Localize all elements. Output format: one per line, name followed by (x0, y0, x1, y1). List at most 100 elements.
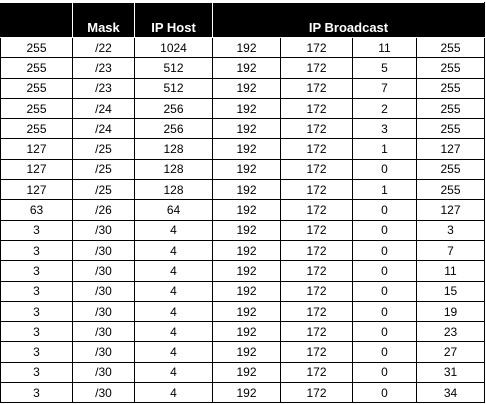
cell-mask: /24 (72, 118, 135, 140)
cell-octet-3: 0 (352, 382, 417, 404)
cell-octet-1: 192 (212, 36, 281, 59)
cell-octet-4: 255 (416, 77, 485, 99)
cell-octet-1: 192 (212, 239, 281, 262)
cell-octet-2: 172 (280, 118, 353, 140)
table-row: 3/30 4 192 172 0 23 (0, 321, 485, 343)
cell-value: 255 (0, 36, 73, 59)
cell-mask: /23 (72, 57, 135, 79)
table-row: 255/23 512 192 172 5 255 (0, 57, 485, 79)
cell-octet-1: 192 (212, 77, 281, 99)
cell-ip-host: 128 (134, 158, 213, 181)
cell-mask: /25 (72, 179, 135, 201)
table-row: 3/30 4 192 172 0 34 (0, 382, 485, 404)
table-row: 3/30 4 192 172 0 19 (0, 300, 485, 323)
table-body: 255/22 1024 192 172 11 255 255/23 512 192 172 5 255… (0, 36, 485, 404)
table-row: 3/30 4 192 172 0 27 (0, 341, 485, 363)
cell-octet-3: 3 (352, 118, 417, 140)
cell-ip-host: 4 (134, 382, 213, 404)
cell-ip-host: 512 (134, 57, 213, 79)
cell-octet-2: 172 (280, 361, 353, 384)
table-row: 3/30 4 192 172 0 11 (0, 260, 485, 282)
cell-value: 3 (0, 219, 73, 241)
cell-octet-2: 172 (280, 300, 353, 323)
cell-octet-4: 255 (416, 36, 485, 59)
cell-value: 3 (0, 260, 73, 282)
cell-value: 127 (0, 138, 73, 160)
cell-octet-3: 1 (352, 179, 417, 201)
cell-octet-2: 172 (280, 382, 353, 404)
cell-octet-1: 192 (212, 219, 281, 241)
cell-ip-host: 4 (134, 341, 213, 363)
cell-octet-1: 192 (212, 97, 281, 120)
cell-mask: /30 (72, 300, 135, 323)
cell-octet-2: 172 (280, 321, 353, 343)
table-row: 127/25 128 192 172 1 255 (0, 179, 485, 201)
cell-octet-4: 15 (416, 280, 485, 302)
cell-octet-3: 1 (352, 138, 417, 160)
cell-value: 127 (0, 158, 73, 181)
table-row: 255/23 512 192 172 7 255 (0, 77, 485, 99)
cell-octet-2: 172 (280, 179, 353, 201)
cell-octet-4: 23 (416, 321, 485, 343)
cell-value: 3 (0, 280, 73, 302)
cell-octet-2: 172 (280, 138, 353, 160)
cell-mask: /30 (72, 341, 135, 363)
cell-octet-2: 172 (280, 219, 353, 241)
cell-octet-1: 192 (212, 138, 281, 160)
cell-value: 63 (0, 199, 73, 221)
cell-octet-3: 0 (352, 199, 417, 221)
cell-octet-4: 11 (416, 260, 485, 282)
cell-octet-3: 0 (352, 321, 417, 343)
cell-octet-4: 31 (416, 361, 485, 384)
cell-mask: /25 (72, 158, 135, 181)
cell-octet-4: 255 (416, 158, 485, 181)
table-row: 255/24 256 192 172 2 255 (0, 97, 485, 120)
header-row: Mask IP Host IP Broadcast (0, 2, 485, 38)
cell-value: 255 (0, 97, 73, 120)
cell-ip-host: 128 (134, 179, 213, 201)
cell-octet-1: 192 (212, 382, 281, 404)
cell-octet-2: 172 (280, 77, 353, 99)
cell-octet-4: 27 (416, 341, 485, 363)
cell-octet-4: 34 (416, 382, 485, 404)
cell-octet-2: 172 (280, 158, 353, 181)
cell-octet-2: 172 (280, 199, 353, 221)
cell-octet-1: 192 (212, 158, 281, 181)
cell-ip-host: 4 (134, 260, 213, 282)
cell-octet-2: 172 (280, 239, 353, 262)
cell-value: 3 (0, 300, 73, 323)
table-row: 3/30 4 192 172 0 3 (0, 219, 485, 241)
cell-octet-3: 0 (352, 239, 417, 262)
cell-octet-3: 7 (352, 77, 417, 99)
cell-ip-host: 256 (134, 97, 213, 120)
cell-octet-4: 7 (416, 239, 485, 262)
table-row: 3/30 4 192 172 0 31 (0, 361, 485, 384)
cell-octet-2: 172 (280, 260, 353, 282)
cell-ip-host: 256 (134, 118, 213, 140)
cell-mask: /30 (72, 321, 135, 343)
cell-value: 127 (0, 179, 73, 201)
cell-mask: /23 (72, 77, 135, 99)
cell-octet-3: 11 (352, 36, 417, 59)
cell-octet-1: 192 (212, 361, 281, 384)
header-ip-broadcast: IP Broadcast (212, 2, 485, 38)
cell-octet-3: 0 (352, 361, 417, 384)
cell-ip-host: 4 (134, 321, 213, 343)
cell-ip-host: 4 (134, 239, 213, 262)
table-row: 127/25 128 192 172 1 127 (0, 138, 485, 160)
cell-mask: /22 (72, 36, 135, 59)
cell-octet-3: 0 (352, 300, 417, 323)
cell-octet-1: 192 (212, 118, 281, 140)
cell-value: 3 (0, 341, 73, 363)
table-row: 3/30 4 192 172 0 7 (0, 239, 485, 262)
cell-octet-1: 192 (212, 199, 281, 221)
cell-octet-2: 172 (280, 280, 353, 302)
cell-octet-3: 0 (352, 341, 417, 363)
table-row: 3/30 4 192 172 0 15 (0, 280, 485, 302)
cell-value: 3 (0, 239, 73, 262)
table-row: 255/22 1024 192 172 11 255 (0, 36, 485, 59)
table-row: 255/24 256 192 172 3 255 (0, 118, 485, 140)
cell-octet-2: 172 (280, 341, 353, 363)
header-blank (0, 2, 73, 38)
